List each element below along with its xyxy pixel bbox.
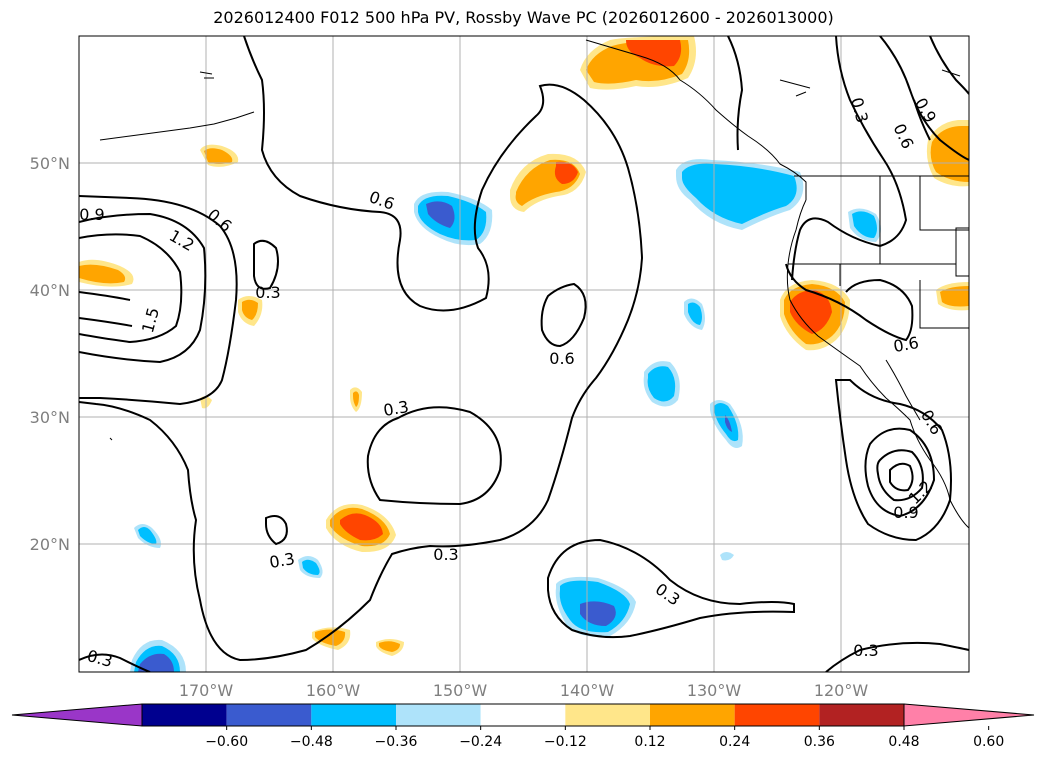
contour-label: 0.6 xyxy=(204,205,236,236)
lon-label: 160°W xyxy=(306,681,361,700)
negative-anomaly-south xyxy=(555,576,636,637)
colorbar-swatch xyxy=(396,704,481,726)
contour-label: 0.6 xyxy=(890,121,918,152)
negative-anomaly-gulf-alaska xyxy=(676,159,804,230)
colorbar-swatch xyxy=(734,704,820,726)
contour-label: 0.9 xyxy=(79,205,104,224)
contour-label: 0.3 xyxy=(382,397,410,420)
colorbar-swatch xyxy=(311,704,396,726)
colorbar-tick-label: 0.24 xyxy=(719,734,750,750)
colorbar-swatch xyxy=(650,704,735,726)
lon-label: 170°W xyxy=(179,681,234,700)
colorbar-tick-label: −0.60 xyxy=(205,734,248,750)
colorbar-tick-label: −0.48 xyxy=(290,734,333,750)
coastlines xyxy=(99,39,969,529)
colorbar-tick-label: 0.36 xyxy=(804,734,835,750)
colorbar: −0.60 −0.48 −0.36 −0.24 −0.12 0.12 0.24 0.36 0.4… xyxy=(11,703,1035,750)
lat-label: 20°N xyxy=(30,535,70,554)
colorbar-tick-label: −0.24 xyxy=(459,734,502,750)
lat-label: 50°N xyxy=(30,154,70,173)
negative-anomaly-bottom xyxy=(130,639,186,672)
longitude-labels: 170°W 160°W 150°W 140°W 130°W 120°W xyxy=(179,681,869,700)
contour-label: 0.6 xyxy=(549,349,574,368)
colorbar-tick-label: 0.60 xyxy=(973,734,1004,750)
contour-label: 0.3 xyxy=(433,545,458,564)
lon-label: 150°W xyxy=(433,681,488,700)
colorbar-extend-low xyxy=(11,703,143,727)
pv-contours xyxy=(79,36,969,672)
positive-anomaly-california xyxy=(780,280,850,351)
positive-anomaly-northpacific xyxy=(510,153,586,212)
graticule xyxy=(79,36,969,672)
colorbar-swatch xyxy=(480,704,566,726)
contour-label: 0.3 xyxy=(255,283,280,302)
contour-label: 0.9 xyxy=(893,503,918,522)
contour-label: 0.6 xyxy=(367,187,397,214)
map-frame xyxy=(78,35,970,673)
contour-label: 0.6 xyxy=(892,333,920,356)
contour-label: 1.2 xyxy=(166,226,198,255)
colorbar-tick-label: 0.48 xyxy=(888,734,919,750)
contour-labels: 0.9 1.2 0.6 1.5 0.3 0.6 0.6 0.3 0.3 0.3 … xyxy=(79,94,946,670)
colorbar-swatch xyxy=(565,704,650,726)
lat-label: 30°N xyxy=(30,408,70,427)
negative-anomaly-north xyxy=(414,191,493,246)
contour-label: 0.9 xyxy=(911,94,940,126)
contour-label: 0.3 xyxy=(847,95,872,125)
colorbar-extend-high xyxy=(903,703,1035,727)
positive-anomaly-kamchatka xyxy=(200,144,239,167)
pc-fill-layer xyxy=(79,36,969,672)
lon-label: 130°W xyxy=(687,681,742,700)
contour-label: 0.3 xyxy=(853,641,878,660)
positive-anomaly-alaska xyxy=(580,36,696,90)
colorbar-swatch xyxy=(226,704,312,726)
lat-label: 40°N xyxy=(30,281,70,300)
lon-label: 140°W xyxy=(560,681,615,700)
positive-anomaly-hawaii xyxy=(326,504,396,553)
latitude-labels: 50°N 40°N 30°N 20°N xyxy=(30,154,70,554)
positive-anomaly-west xyxy=(79,259,134,287)
colorbar-tick-label: −0.12 xyxy=(544,734,587,750)
map-content: 0.9 1.2 0.6 1.5 0.3 0.6 0.6 0.3 0.3 0.3 … xyxy=(79,36,969,672)
contour-label: 1.5 xyxy=(138,305,163,335)
contour-label: 0.3 xyxy=(85,646,115,671)
contour-label: 0.3 xyxy=(268,549,296,572)
colorbar-swatch xyxy=(819,704,904,726)
colorbar-tick-label: −0.36 xyxy=(375,734,418,750)
contour-label: 0.3 xyxy=(652,579,684,609)
colorbar-outline xyxy=(141,703,905,727)
lon-label: 120°W xyxy=(814,681,869,700)
colorbar-swatch xyxy=(142,704,227,726)
colorbar-tick-label: 0.12 xyxy=(634,734,665,750)
chart-title: 2026012400 F012 500 hPa PV, Rossby Wave … xyxy=(213,8,834,27)
